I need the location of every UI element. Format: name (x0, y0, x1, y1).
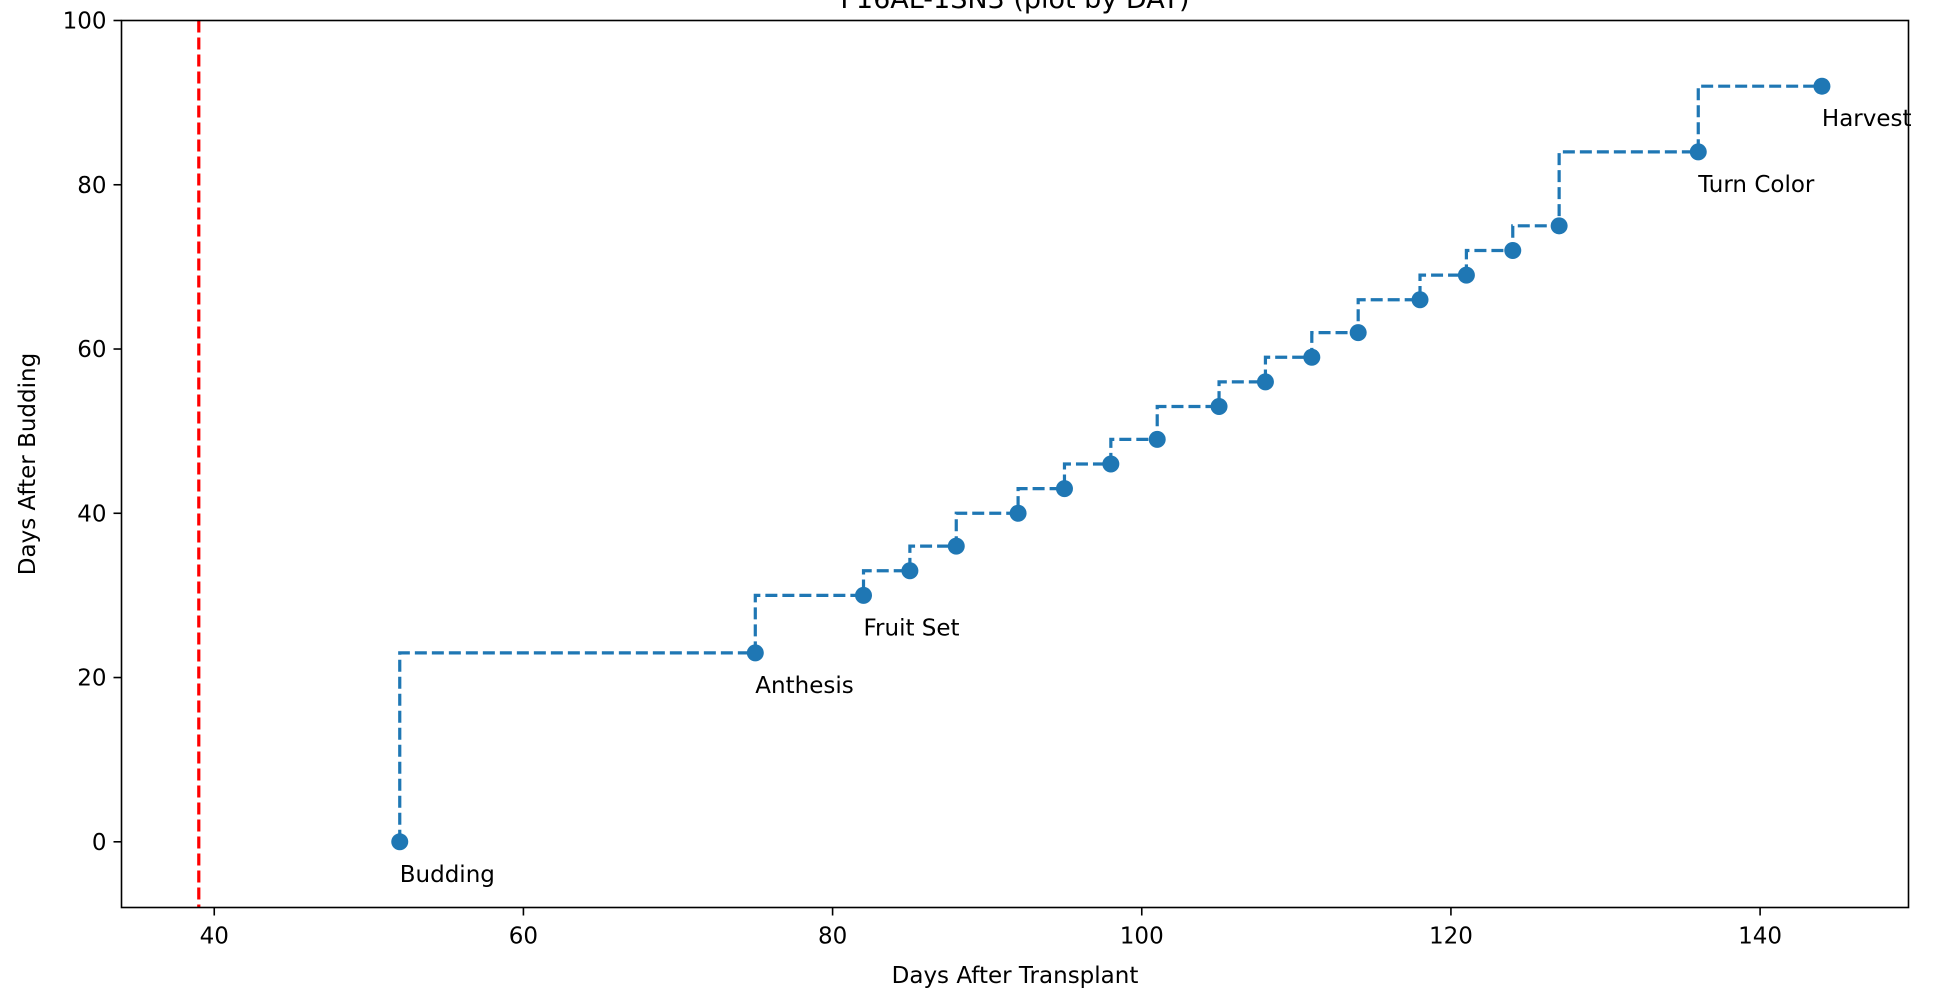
y-tick-label: 20 (77, 666, 106, 692)
data-point (1457, 266, 1475, 284)
data-point (1210, 398, 1228, 416)
data-point (1689, 143, 1707, 161)
data-point (1813, 77, 1831, 95)
data-point (1349, 324, 1367, 342)
plot-frame (120, 19, 1910, 909)
plot-marks: Budding Anthesis Fruit Set Turn Color Harves… (197, 20, 1912, 908)
data-point (1102, 455, 1120, 473)
phase-label: Budding (400, 862, 495, 888)
chart-title: F16AL-1SN3 (plot by DAT) (840, 0, 1189, 15)
data-point (1256, 373, 1274, 391)
axes: 40 60 80 100 120 140 0 20 40 60 80 100 (63, 9, 1782, 950)
x-tick-label: 60 (509, 924, 538, 950)
data-point (391, 833, 409, 851)
y-tick-label: 80 (77, 173, 106, 199)
data-point (1009, 504, 1027, 522)
data-point (746, 644, 764, 662)
x-tick-label: 120 (1429, 924, 1473, 950)
data-point (1303, 348, 1321, 366)
x-tick-label: 40 (200, 924, 229, 950)
data-point (947, 537, 965, 555)
y-tick-label: 60 (77, 337, 106, 363)
x-tick-label: 80 (818, 924, 847, 950)
x-axis-label: Days After Transplant (892, 963, 1139, 989)
data-point (1411, 291, 1429, 309)
data-point (1504, 241, 1522, 259)
data-point (855, 586, 873, 604)
phase-label: Turn Color (1697, 172, 1815, 198)
x-tick-label: 100 (1120, 924, 1164, 950)
x-tick-label: 140 (1738, 924, 1782, 950)
y-tick-label: 100 (63, 9, 107, 35)
data-point (1550, 217, 1568, 235)
y-tick-label: 0 (92, 830, 107, 856)
phase-label: Fruit Set (864, 615, 960, 641)
data-point (1148, 430, 1166, 448)
phase-label: Harvest (1822, 106, 1912, 132)
phase-label: Anthesis (755, 673, 853, 699)
y-tick-label: 40 (77, 501, 106, 527)
y-axis-label: Days After Budding (15, 353, 41, 575)
data-point (1055, 480, 1073, 498)
data-point (901, 562, 919, 580)
